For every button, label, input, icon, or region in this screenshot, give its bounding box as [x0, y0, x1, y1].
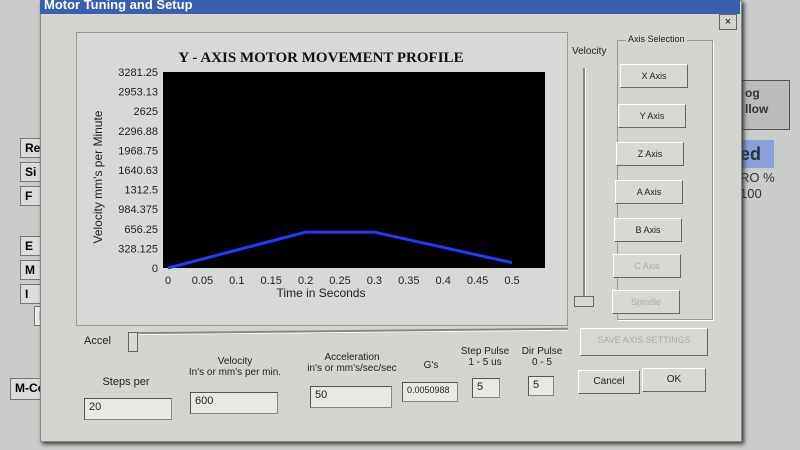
save-axis-settings-button[interactable]: SAVE AXIS SETTINGS	[580, 328, 708, 356]
x-tick-label: 0.05	[192, 275, 213, 287]
velocity-input[interactable]: 600	[190, 392, 278, 414]
y-tick-label: 2296.88	[118, 126, 158, 138]
gs-label: G's	[423, 360, 439, 371]
velocity-slider-track[interactable]	[583, 68, 586, 304]
steps-per-label: Steps per	[102, 376, 150, 388]
velocity-label: Velocity In's or mm's per min.	[180, 356, 290, 378]
cancel-button[interactable]: Cancel	[578, 370, 640, 394]
bg-ro-label: RO %	[740, 170, 775, 185]
x-tick-label: 0.3	[367, 275, 382, 287]
step-pulse-label-line1: Step Pulse	[460, 346, 510, 357]
acceleration-label: Acceleration in's or mm's/sec/sec	[296, 352, 408, 374]
velocity-label-line1: Velocity	[217, 356, 253, 367]
dialog-title: Motor Tuning and Setup	[44, 0, 193, 12]
dir-pulse-input[interactable]: 5	[528, 376, 554, 396]
dir-pulse-label: Dir Pulse 0 - 5	[516, 346, 568, 368]
acceleration-label-line2: in's or mm's/sec/sec	[307, 363, 397, 374]
title-bar	[40, 0, 740, 14]
bg-text: og	[745, 86, 760, 100]
bg-indicator: ed	[740, 140, 774, 168]
velocity-profile-line	[167, 230, 513, 270]
x-tick-label: 0.5	[504, 275, 519, 287]
x-tick-label: 0.1	[229, 275, 244, 287]
x-tick-label: 0.45	[467, 275, 488, 287]
steps-per-input[interactable]: 20	[84, 398, 172, 420]
acceleration-label-line1: Acceleration	[324, 352, 380, 363]
dir-pulse-label-line2: 0 - 5	[531, 357, 552, 368]
bg-text: llow	[745, 102, 769, 116]
velocity-slider-thumb[interactable]	[574, 296, 594, 307]
x-axis-label: Time in Seconds	[276, 286, 366, 300]
y-tick-label: 1312.5	[124, 185, 158, 197]
axis-selection-title: Axis Selection	[626, 34, 687, 44]
gs-readout: 0.0050988	[402, 382, 458, 402]
b-axis-button[interactable]: B Axis	[614, 218, 682, 242]
x-tick-label: 0.35	[398, 275, 419, 287]
bg-button-m[interactable]: M	[20, 260, 44, 280]
step-pulse-input[interactable]: 5	[472, 378, 500, 398]
z-axis-button[interactable]: Z Axis	[616, 142, 684, 166]
y-tick-label: 328.125	[118, 243, 158, 255]
chart-title: Y - AXIS MOTOR MOVEMENT PROFILE	[178, 50, 464, 66]
step-pulse-label: Step Pulse 1 - 5 us	[456, 346, 514, 368]
step-pulse-label-line2: 1 - 5 us	[468, 357, 502, 368]
x-tick-label: 0.25	[329, 275, 350, 287]
velocity-slider-label: Velocity	[572, 46, 607, 57]
y-tick-label: 656.25	[124, 224, 158, 236]
accel-slider-thumb[interactable]	[128, 332, 138, 352]
x-tick-label: 0	[165, 275, 171, 287]
acceleration-input[interactable]: 50	[310, 386, 392, 408]
c-axis-button[interactable]: C Axis	[613, 254, 681, 278]
y-tick-label: 1640.63	[118, 165, 158, 177]
a-axis-button[interactable]: A Axis	[615, 180, 683, 204]
x-tick-label: 0.2	[298, 275, 313, 287]
ok-button[interactable]: OK	[642, 368, 706, 392]
close-icon[interactable]: ×	[719, 14, 737, 30]
x-axis-button[interactable]: X Axis	[620, 64, 688, 88]
y-tick-label: 3281.25	[118, 67, 158, 79]
bg-ro-value: 100	[740, 186, 762, 201]
y-tick-label: 2625	[134, 106, 158, 118]
y-axis-button[interactable]: Y Axis	[618, 104, 686, 128]
plot-area	[163, 72, 545, 268]
y-tick-label: 984.375	[118, 204, 158, 216]
accel-slider-label: Accel	[84, 335, 111, 347]
x-tick-label: 0.15	[260, 275, 281, 287]
velocity-label-line2: In's or mm's per min.	[188, 367, 282, 378]
y-tick-label: 1968.75	[118, 145, 158, 157]
x-tick-label: 0.4	[436, 275, 451, 287]
y-tick-label: 0	[152, 263, 158, 275]
y-tick-label: 2953.13	[118, 87, 158, 99]
spindle-button[interactable]: Spindle	[612, 290, 680, 314]
dir-pulse-label-line1: Dir Pulse	[521, 346, 563, 357]
